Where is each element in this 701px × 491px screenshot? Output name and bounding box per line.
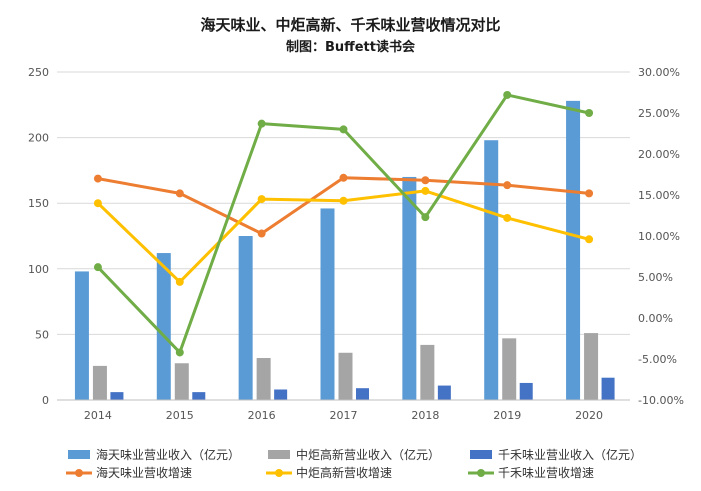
line-point [503,90,512,99]
legend-label: 海天味业营业收入（亿元） [96,447,240,462]
bar [437,385,451,400]
line-point [585,235,594,244]
bar [566,100,581,400]
line-point [503,213,512,222]
bar [238,236,253,400]
right-tick-label: 15.00% [638,189,680,202]
line-point [339,196,348,205]
line-point [257,229,266,238]
line-point [257,119,266,128]
series-line [96,93,590,354]
legend-marker [477,469,485,477]
line-point [339,125,348,134]
legend-swatch [68,450,90,459]
right-tick-label: -10.00% [638,394,684,407]
left-axis-ticks: 0 50 100 150 200 250 [28,66,49,407]
chart-subtitle: 制图：Buffett读书会 [286,40,415,55]
right-tick-label: 5.00% [638,271,673,284]
right-tick-label: 30.00% [638,66,680,79]
series-line [97,176,590,236]
bar [74,271,89,400]
bar [320,208,335,400]
legend-label: 海天味业营收增速 [96,465,192,480]
x-tick-label: 2014 [84,409,112,422]
line-point [93,263,102,272]
left-tick-label: 250 [28,66,49,79]
right-tick-label: -5.00% [638,353,677,366]
line-point [93,174,102,183]
bar-series-group [74,100,615,400]
left-tick-label: 50 [35,328,49,341]
x-axis-ticks: 2014 2015 2016 2017 2018 2019 2020 [84,409,603,422]
left-tick-label: 0 [42,394,49,407]
line-series-group [93,90,594,357]
legend-label: 千禾味业营收增速 [498,466,594,480]
bar [502,338,517,400]
bar [356,388,369,400]
legend-label: 中炬高新营业收入（亿元） [296,447,440,462]
line-point [421,213,430,222]
bar [519,382,533,400]
legend-label: 中炬高新营收增速 [296,465,392,480]
right-tick-label: 10.00% [638,230,680,243]
right-tick-label: 0.00% [638,312,673,325]
bar [256,358,271,400]
legend-swatch [268,450,290,459]
bar [402,176,417,400]
line-point [257,195,266,204]
line-point [503,181,512,190]
x-tick-label: 2015 [166,409,194,422]
right-axis-ticks: -10.00% -5.00% 0.00% 5.00% 10.00% 15.00% 20.00… [638,66,684,407]
x-tick-label: 2017 [330,409,358,422]
legend-marker [275,469,283,477]
right-tick-label: 25.00% [638,107,680,120]
x-tick-label: 2019 [493,409,521,422]
line-point [421,176,430,185]
legend-marker [75,469,83,477]
legend-swatch [470,450,492,459]
bar [601,377,615,400]
bar [484,140,499,400]
line-point [421,186,430,195]
line-point [585,109,594,117]
line-point [93,199,102,208]
line-point [339,173,348,182]
bar [420,344,435,400]
x-tick-label: 2016 [248,409,276,422]
legend-label: 千禾味业营业收入（亿元） [498,447,642,462]
chart-title: 海天味业、中炬高新、千禾味业营收情况对比 [200,16,501,34]
bar [192,392,206,400]
bar [110,392,124,400]
bar [274,389,288,400]
bar [156,253,171,400]
line-point [585,189,594,198]
bar [584,333,599,400]
legend: 海天味业营业收入（亿元） 中炬高新营业收入（亿元） 千禾味业营业收入（亿元） 海天味业… [66,447,642,480]
left-tick-label: 200 [28,132,49,145]
bar [92,365,107,400]
right-tick-label: 20.00% [638,148,680,161]
line-point [175,348,184,357]
x-tick-label: 2018 [411,409,439,422]
x-tick-label: 2020 [575,409,603,422]
line-point [175,189,184,198]
bar [174,363,189,400]
left-tick-label: 150 [28,197,49,210]
line-point [175,277,184,286]
left-tick-label: 100 [28,263,49,276]
bar [338,352,353,400]
